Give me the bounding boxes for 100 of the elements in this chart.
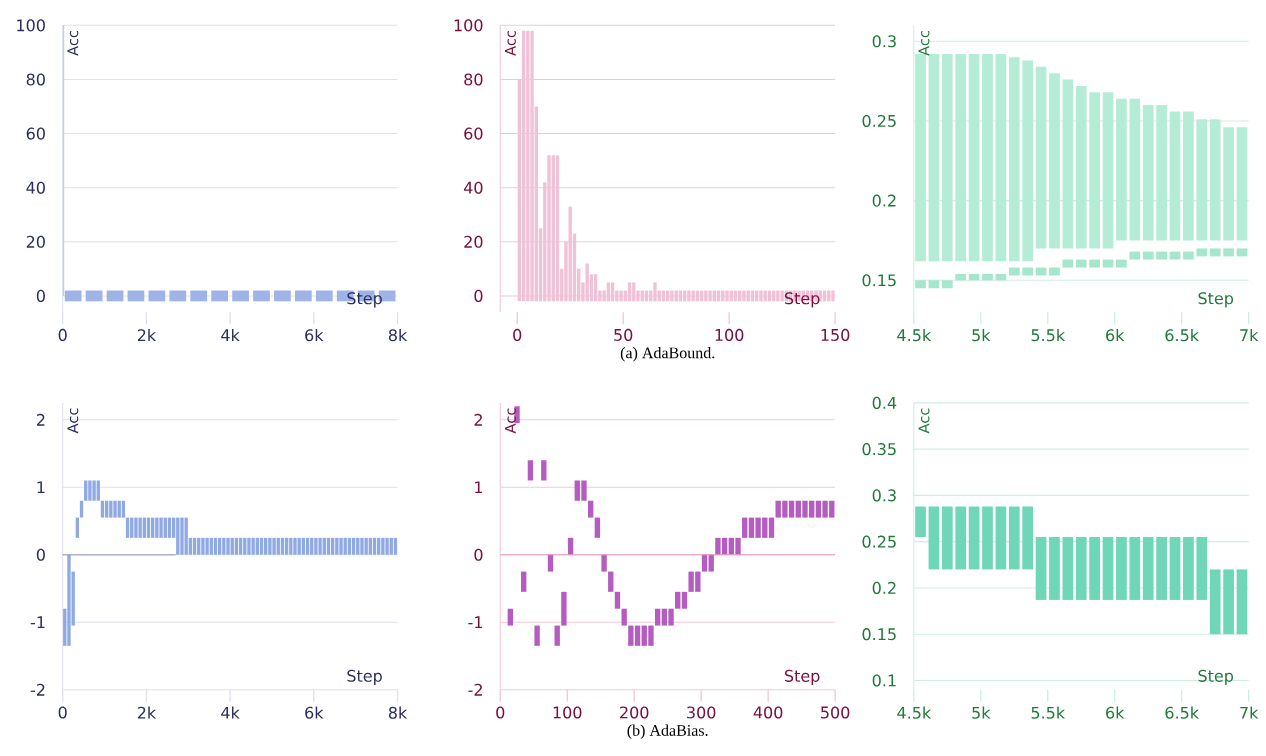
bar	[176, 517, 180, 555]
bar	[1049, 72, 1060, 249]
y-tick-label: 20	[464, 235, 483, 248]
bar	[222, 537, 226, 555]
bar	[79, 500, 84, 518]
bar	[507, 608, 513, 626]
bar	[314, 537, 318, 555]
x-tick-label: 6.5k	[1165, 706, 1200, 719]
y-tick-label: 2	[36, 413, 45, 426]
bar	[681, 591, 688, 609]
y-tick-label: -2	[468, 683, 482, 696]
bar	[1236, 127, 1248, 241]
x-axis-title: Step	[784, 292, 820, 308]
bar	[1089, 259, 1100, 268]
bar	[351, 537, 356, 555]
y-tick-label: 100	[17, 19, 45, 32]
bar	[1075, 536, 1087, 600]
x-tick-label: 150	[821, 328, 850, 341]
bar	[360, 537, 364, 555]
bar	[217, 537, 222, 555]
bar	[1089, 92, 1100, 249]
bar	[995, 53, 1007, 261]
bar	[1156, 251, 1167, 260]
bar	[243, 537, 247, 555]
bar	[1236, 248, 1248, 257]
bar	[1049, 536, 1060, 600]
bar	[326, 537, 331, 555]
bar	[343, 537, 347, 555]
text: (b) AdaBias.	[627, 724, 708, 739]
bar	[389, 537, 393, 555]
bar	[205, 537, 209, 555]
x-tick-label: 6k	[305, 328, 324, 342]
bar	[915, 506, 926, 537]
bar	[534, 625, 540, 646]
x-tick-label: 6k	[1106, 706, 1125, 719]
y-tick-label: 40	[463, 181, 483, 194]
bar	[561, 591, 567, 626]
x-tick-label: 5.5k	[1031, 706, 1066, 719]
bar	[230, 537, 234, 555]
x-tick-label: 2k	[137, 328, 157, 341]
y-tick-label: 0.3	[872, 35, 896, 48]
y-tick-label: 0.15	[862, 627, 896, 641]
x-tick-label: 0	[58, 706, 67, 719]
y-tick-label: -1	[30, 616, 45, 628]
bar	[297, 537, 301, 555]
bar	[1169, 251, 1181, 260]
bar	[608, 571, 614, 592]
bar	[1156, 536, 1167, 600]
bar	[955, 273, 967, 281]
bar	[92, 480, 96, 501]
bar	[1223, 569, 1234, 634]
x-tick-label: 300	[687, 706, 716, 719]
bar	[1022, 267, 1034, 276]
y-tick-label: 0	[474, 289, 483, 302]
bar	[621, 608, 627, 626]
y-tick-label: 1	[475, 481, 483, 493]
bar	[1129, 251, 1141, 260]
bar	[1075, 85, 1087, 249]
x-tick-label: 0	[513, 328, 522, 341]
y-axis-title: Acc	[918, 408, 930, 434]
bar	[1169, 111, 1181, 241]
bar	[1022, 506, 1034, 570]
bar	[238, 537, 243, 555]
bar	[1223, 248, 1234, 257]
bar	[100, 500, 105, 518]
bar	[701, 554, 708, 572]
bar	[280, 537, 285, 555]
bar	[928, 506, 940, 570]
bar	[527, 460, 534, 481]
x-tick-label: 5.5k	[1031, 328, 1066, 342]
y-tick-label: -2	[30, 683, 45, 696]
y-tick-label: 40	[26, 181, 45, 194]
bar	[1062, 536, 1074, 600]
bar	[1062, 259, 1074, 268]
x-tick-label: 6k	[1106, 328, 1125, 342]
bar	[209, 537, 213, 555]
bar	[1035, 536, 1047, 600]
y-tick-label: 80	[26, 73, 45, 86]
bar	[1102, 536, 1114, 600]
bar	[1049, 267, 1060, 276]
y-tick-label: 2	[474, 413, 482, 426]
y-tick-label: 0.25	[862, 114, 896, 127]
x-axis-title: Step	[347, 292, 382, 308]
y-tick-label: 60	[464, 127, 483, 140]
bar	[322, 537, 326, 555]
bar	[982, 273, 993, 281]
x-tick-label: 2k	[137, 706, 157, 719]
bar	[180, 517, 184, 555]
bar	[226, 537, 230, 555]
bar	[554, 625, 560, 646]
x-tick-label: 50	[614, 328, 633, 341]
bar	[1008, 57, 1020, 261]
x-tick-label: 4k	[221, 328, 240, 341]
bar	[1209, 569, 1221, 634]
bar	[96, 480, 100, 501]
bar	[547, 554, 554, 572]
x-tick-label: 4k	[221, 706, 240, 719]
bar	[1209, 248, 1221, 257]
y-axis-title: Acc	[504, 30, 516, 56]
bar	[339, 537, 343, 555]
